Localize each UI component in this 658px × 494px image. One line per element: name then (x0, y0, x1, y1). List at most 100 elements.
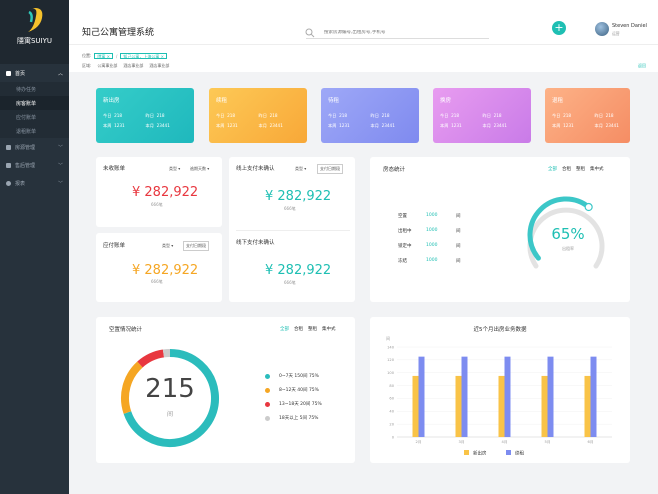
sidebar-item-payables[interactable]: 应付账单 (0, 110, 69, 124)
tab-centralized[interactable]: 集中式 (322, 327, 336, 332)
chevron-down-icon: ﹀ (57, 162, 63, 169)
stat-week: 本周 1231 (216, 123, 238, 128)
y-tick-label: 0 (392, 435, 395, 439)
stat-month: 本月 23441 (482, 123, 507, 128)
search-bar (305, 27, 489, 39)
vacancy-tabs: 全部 合租 整租 集中式 (280, 326, 336, 332)
tab-whole[interactable]: 整租 (576, 167, 585, 172)
stat-title: 待租 (328, 98, 340, 104)
search-input[interactable] (324, 30, 474, 35)
bar-new (541, 375, 548, 437)
user-name[interactable]: Steven Daniel (612, 23, 647, 29)
stat-card[interactable]: 换房 今日 218 昨日 218 本周 1231 本月 23441 (433, 88, 531, 143)
breadcrumb-tag-apartment[interactable]: 知己公寓，上海公寓 × (120, 53, 167, 59)
add-button[interactable]: + (552, 21, 566, 35)
monthly-chart-card: 近5个月出房业务数据 间 0 20 40 60 80 100 120 140 2月 3月 4月 5月 6月… (370, 317, 630, 463)
page-title: 知己公寓管理系统 (82, 28, 155, 38)
chevron-up-icon: ︿ (57, 70, 63, 77)
overdue-filter[interactable]: 逾期天数 ▾ (190, 166, 210, 171)
filter-apartment-division[interactable]: 公寓事业部 (97, 63, 118, 68)
stat-title: 换房 (440, 98, 452, 104)
uncollected-count: 666笔 (151, 202, 163, 207)
user-role: 运营 (612, 31, 620, 36)
bar-new (584, 375, 591, 437)
payable-amount: ¥ 282,922 (132, 263, 199, 278)
tab-whole[interactable]: 整租 (308, 327, 317, 332)
x-tick-label: 3月 (459, 439, 465, 444)
payable-count: 666笔 (151, 279, 163, 284)
stat-card[interactable]: 续租 今日 218 昨日 218 本周 1231 本月 23441 (209, 88, 307, 143)
bar-new (498, 375, 505, 437)
x-tick-label: 4月 (502, 439, 508, 444)
stat-card[interactable]: 待租 今日 218 昨日 218 本周 1231 本月 23441 (321, 88, 419, 143)
card-title: 未收账单 (103, 166, 126, 172)
stat-yesterday: 昨日 218 (594, 113, 614, 118)
legend-dot (265, 401, 270, 407)
breadcrumb-tag-brand[interactable]: 隱寓 × (94, 53, 113, 59)
stat-title: 续租 (216, 98, 228, 104)
offline-amount: ¥ 282,922 (265, 263, 332, 278)
sidebar-item-reports[interactable]: 报表 ﹀ (0, 174, 69, 192)
payable-bills-card: 应付账单 类型 ▾ 支付日期段 ¥ 282,922 666笔 (96, 233, 222, 302)
logo-mark-icon (27, 8, 42, 32)
y-tick-label: 40 (389, 410, 394, 414)
type-filter[interactable]: 类型 ▾ (162, 243, 174, 248)
occupancy-row: 锁定中 1000 间 (398, 243, 461, 249)
sidebar-item-home[interactable]: 首页 ︿ (0, 64, 69, 82)
stat-card[interactable]: 新出房 今日 218 昨日 218 本周 1231 本月 23441 (96, 88, 194, 143)
bar-renew (590, 356, 597, 437)
occupancy-row: 空置 1000 间 (398, 213, 461, 219)
type-filter[interactable]: 类型 ▾ (295, 166, 307, 171)
tab-centralized[interactable]: 集中式 (590, 167, 604, 172)
gauge-percent: 65% (551, 225, 585, 243)
occupancy-tabs: 全部 合租 整租 集中式 (548, 166, 604, 172)
legend-item: 0~7天 150间 75% (265, 373, 319, 379)
type-filter[interactable]: 类型 ▾ (169, 166, 181, 171)
tab-shared[interactable]: 合租 (562, 167, 571, 172)
divider (236, 230, 350, 231)
sidebar-item-housing[interactable]: 房源管理 ﹀ (0, 138, 69, 156)
occupancy-row: 冻结 1000 间 (398, 258, 461, 264)
stat-today: 今日 218 (103, 113, 123, 118)
stat-yesterday: 昨日 218 (145, 113, 165, 118)
online-amount: ¥ 282,922 (265, 189, 332, 204)
pay-date-range-button[interactable]: 支付日期段 (183, 241, 209, 251)
breadcrumb-separator: / (115, 53, 118, 59)
y-tick-label: 140 (387, 345, 395, 349)
sidebar-item-todo[interactable]: 待办任务 (0, 82, 69, 96)
logo[interactable]: 隱寓SUIYU (0, 0, 69, 64)
filter-hotel-division-2[interactable]: 酒店事业部 (149, 63, 170, 68)
pay-date-range-button[interactable]: 支付日期段 (317, 164, 343, 174)
chart-icon (6, 180, 11, 186)
ring-segment (123, 349, 219, 447)
sidebar-item-checkout-bills[interactable]: 退租账单 (0, 124, 69, 138)
online-count: 666笔 (284, 206, 296, 211)
header: 知己公寓管理系统 + Steven Daniel 运营 (69, 0, 658, 44)
y-axis-label: 间 (386, 335, 390, 341)
stat-today: 今日 218 (552, 113, 572, 118)
stat-week: 本周 1231 (440, 123, 462, 128)
sidebar-item-aftersales[interactable]: 售后管理 ﹀ (0, 156, 69, 174)
stat-week: 本周 1231 (103, 123, 125, 128)
legend-item: 8~12天 40间 75% (265, 387, 319, 393)
chevron-down-icon: ﹀ (57, 144, 63, 151)
tab-all[interactable]: 全部 (548, 167, 557, 172)
sidebar-item-tenant-bills[interactable]: 房客账单 (0, 96, 69, 110)
tab-shared[interactable]: 合租 (294, 327, 303, 332)
return-link[interactable]: 返回 (638, 63, 646, 68)
legend-label: 续租 (515, 450, 524, 457)
legend-swatch (506, 450, 511, 455)
tab-all[interactable]: 全部 (280, 327, 289, 332)
gauge-fill (527, 196, 592, 261)
stat-month: 本月 23441 (594, 123, 619, 128)
filter-hotel-division[interactable]: 酒店事业部 (123, 63, 144, 68)
avatar[interactable] (595, 22, 609, 36)
legend-label: 新出房 (473, 450, 487, 457)
card-title: 应付账单 (103, 243, 126, 249)
vacancy-ring (121, 349, 219, 447)
offline-count: 666笔 (284, 280, 296, 285)
stat-card[interactable]: 退租 今日 218 昨日 218 本周 1231 本月 23441 (545, 88, 630, 143)
grid-icon (6, 70, 11, 76)
search-icon[interactable] (305, 28, 315, 38)
card-title: 空置情况统计 (109, 327, 143, 333)
